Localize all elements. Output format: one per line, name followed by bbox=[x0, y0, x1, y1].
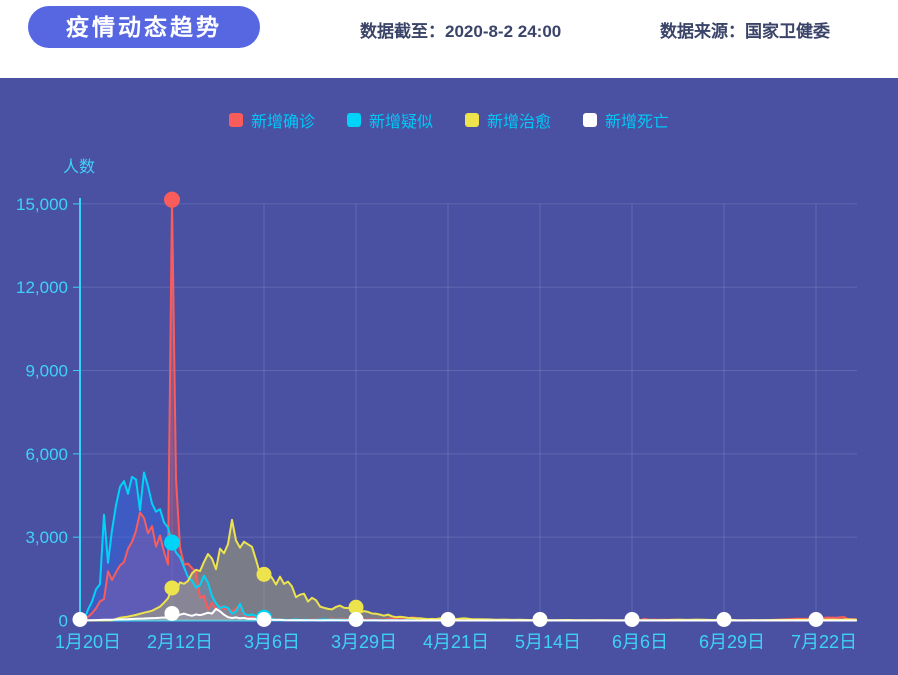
series-area-new-suspected bbox=[80, 472, 856, 621]
x-tick-label: 2月12日 bbox=[147, 632, 213, 652]
header-bar: 疫情动态趋势 数据截至：2020-8-2 24:00 数据来源：国家卫健委 bbox=[0, 0, 898, 78]
data-point-marker-new-deaths bbox=[256, 612, 272, 627]
data-point-marker-new-cured bbox=[164, 580, 180, 596]
data-point-marker-new-deaths bbox=[440, 612, 456, 627]
legend-swatch-new-cured bbox=[465, 113, 479, 127]
y-tick-label: 12,000 bbox=[16, 278, 68, 297]
y-tick-label: 15,000 bbox=[16, 195, 68, 214]
legend-label-new-deaths: 新增死亡 bbox=[605, 114, 670, 131]
legend-label-new-cured: 新增治愈 bbox=[487, 114, 552, 131]
legend-item-new-suspected[interactable]: 新增疑似 bbox=[346, 108, 433, 132]
data-point-marker-new-cured bbox=[348, 599, 364, 615]
legend-item-new-cured[interactable]: 新增治愈 bbox=[465, 108, 551, 132]
y-axis-title: 人数 bbox=[63, 158, 95, 176]
data-point-marker-new-deaths bbox=[164, 605, 180, 621]
legend-label-new-confirmed: 新增确诊 bbox=[250, 114, 315, 131]
legend-swatch-new-confirmed bbox=[228, 113, 243, 127]
x-tick-label: 1月20日 bbox=[55, 632, 121, 652]
series-area-new-cured bbox=[80, 519, 856, 621]
x-tick-label: 4月21日 bbox=[423, 632, 489, 652]
x-tick-label: 5月14日 bbox=[515, 632, 581, 652]
data-point-marker-new-cured bbox=[256, 566, 272, 582]
page-title: 疫情动态趋势 bbox=[28, 6, 260, 48]
data-point-marker-new-deaths bbox=[808, 612, 824, 627]
series-line-new-confirmed bbox=[79, 198, 857, 622]
data-point-marker-new-deaths bbox=[72, 612, 88, 627]
legend-swatch-new-suspected bbox=[346, 113, 361, 127]
legend-label-new-suspected: 新增疑似 bbox=[368, 114, 433, 131]
data-source-text: 数据来源：国家卫健委 bbox=[660, 22, 830, 41]
data-point-marker-new-suspected bbox=[164, 534, 180, 551]
chart-svg[interactable]: 0 3,000 6,000 9,000 12,000 15,000 1月20日 2月12日 3月… bbox=[0, 78, 898, 675]
chart-legend: 新增确诊 新增疑似 新增治愈 新增死亡 bbox=[0, 108, 898, 132]
data-point-marker-new-deaths bbox=[348, 612, 364, 627]
data-point-marker-new-confirmed bbox=[164, 191, 180, 208]
x-tick-label: 6月6日 bbox=[612, 632, 668, 652]
y-tick-label: 3,000 bbox=[25, 528, 68, 547]
x-tick-label: 6月29日 bbox=[699, 632, 765, 652]
x-tick-label: 3月6日 bbox=[244, 632, 300, 652]
y-tick-label: 6,000 bbox=[25, 445, 68, 464]
data-point-marker-new-deaths bbox=[532, 612, 548, 627]
legend-item-new-confirmed[interactable]: 新增确诊 bbox=[228, 108, 315, 132]
legend-item-new-deaths[interactable]: 新增死亡 bbox=[583, 108, 669, 132]
data-point-marker-new-deaths bbox=[624, 612, 640, 627]
x-tick-label: 7月22日 bbox=[791, 632, 857, 652]
y-tick-label: 0 bbox=[59, 612, 68, 631]
legend-swatch-new-deaths bbox=[583, 113, 598, 127]
series-area-new-confirmed bbox=[80, 199, 856, 621]
x-tick-label: 3月29日 bbox=[331, 632, 397, 652]
data-cutoff-text: 数据截至：2020-8-2 24:00 bbox=[360, 22, 562, 41]
y-tick-label: 9,000 bbox=[25, 362, 68, 381]
chart-panel: 0 3,000 6,000 9,000 12,000 15,000 1月20日 2月12日 3月… bbox=[0, 78, 898, 675]
data-point-marker-new-deaths bbox=[716, 612, 732, 627]
series-area-new-deaths bbox=[80, 608, 856, 621]
